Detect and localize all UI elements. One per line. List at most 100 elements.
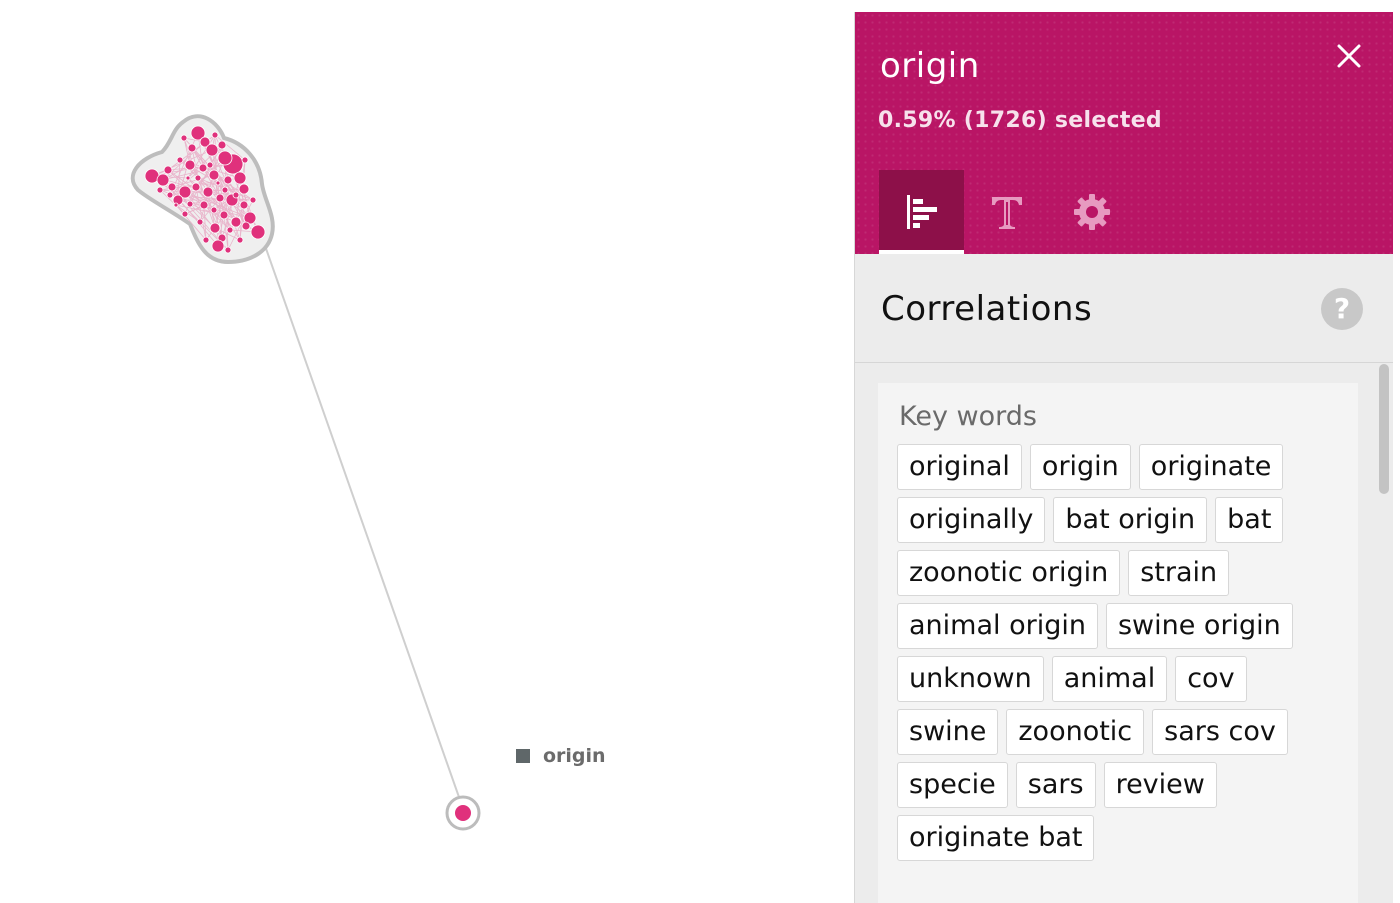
keyword-chip[interactable]: bat origin <box>1053 497 1208 543</box>
graph-node[interactable] <box>185 175 191 181</box>
graph-node[interactable] <box>163 165 173 175</box>
graph-node[interactable] <box>199 200 209 210</box>
graph-node[interactable] <box>181 210 189 218</box>
network-graph[interactable] <box>0 0 850 903</box>
keyword-chip[interactable]: zoonotic <box>1006 709 1145 755</box>
keyword-chip[interactable]: specie <box>897 762 1008 808</box>
graph-node[interactable] <box>249 196 257 204</box>
keyword-chip[interactable]: origin <box>1029 444 1131 490</box>
cluster-link <box>262 239 461 801</box>
graph-node[interactable] <box>215 180 221 186</box>
graph-node[interactable] <box>198 163 208 173</box>
keyword-chip[interactable]: sars <box>1015 762 1096 808</box>
graph-node[interactable] <box>206 161 214 169</box>
keyword-list: original origin originate originally bat ori… <box>897 444 1337 868</box>
close-icon <box>1337 44 1361 68</box>
graph-node[interactable] <box>178 185 192 199</box>
graph-node[interactable] <box>226 226 234 234</box>
cluster-edge <box>151 149 213 177</box>
graph-node[interactable] <box>180 134 188 142</box>
graph-node[interactable] <box>211 239 225 253</box>
graph-node[interactable] <box>194 174 202 182</box>
keyword-chip[interactable]: review <box>1103 762 1217 808</box>
graph-node[interactable] <box>196 218 204 226</box>
keyword-chip[interactable]: unknown <box>897 656 1044 702</box>
graph-node[interactable] <box>219 210 229 220</box>
graph-node[interactable] <box>243 211 257 225</box>
graph-node[interactable] <box>199 136 211 148</box>
graph-node[interactable] <box>221 186 229 194</box>
graph-node[interactable] <box>156 173 170 187</box>
cluster-edge <box>189 203 216 229</box>
graph-node[interactable] <box>173 202 179 208</box>
graph-node[interactable] <box>217 140 227 150</box>
graph-node[interactable] <box>187 143 197 153</box>
graph-node[interactable] <box>223 175 233 185</box>
graph-node[interactable] <box>217 150 233 166</box>
graph-node[interactable] <box>184 159 196 171</box>
graph-node[interactable] <box>205 143 219 157</box>
keywords-card: Key words original origin originate origina… <box>878 383 1358 903</box>
graph-node[interactable] <box>250 224 266 240</box>
tab-text[interactable] <box>964 170 1049 254</box>
legend-swatch <box>516 749 530 763</box>
help-button[interactable]: ? <box>1321 288 1363 330</box>
graph-node[interactable] <box>186 200 194 208</box>
graph-node[interactable] <box>202 236 210 244</box>
keyword-chip[interactable]: cov <box>1175 656 1247 702</box>
graph-node[interactable] <box>215 193 225 203</box>
graph-node[interactable] <box>236 236 244 244</box>
cluster-edge <box>227 199 254 251</box>
keyword-chip[interactable]: original <box>897 444 1022 490</box>
keyword-chip[interactable]: originally <box>897 497 1046 543</box>
tab-correlations[interactable] <box>879 170 964 254</box>
scrollbar-thumb[interactable] <box>1379 364 1389 494</box>
graph-node[interactable] <box>210 206 218 214</box>
graph-node[interactable] <box>211 131 219 139</box>
cluster-edge <box>177 159 181 201</box>
graph-node[interactable] <box>233 171 247 185</box>
graph-node[interactable] <box>224 246 232 254</box>
graph-node[interactable] <box>209 222 221 234</box>
graph-node[interactable] <box>156 186 164 194</box>
keyword-chip[interactable]: swine <box>897 709 999 755</box>
graph-node[interactable] <box>191 182 201 192</box>
tab-settings[interactable] <box>1049 170 1134 254</box>
keyword-chip[interactable]: originate <box>1138 444 1284 490</box>
graph-node[interactable] <box>208 169 220 181</box>
single-node[interactable] <box>455 805 471 821</box>
keyword-chip[interactable]: strain <box>1128 550 1230 596</box>
graph-node[interactable] <box>176 156 184 164</box>
graph-node[interactable] <box>239 200 249 210</box>
keyword-chip[interactable]: zoonotic origin <box>897 550 1121 596</box>
graph-canvas[interactable]: origin <box>0 0 850 903</box>
cluster-nodes[interactable] <box>144 125 266 254</box>
graph-node[interactable] <box>202 186 214 198</box>
text-icon <box>991 197 1022 229</box>
graph-node[interactable] <box>230 216 242 228</box>
keyword-chip[interactable]: animal origin <box>897 603 1098 649</box>
close-button[interactable] <box>1331 38 1367 74</box>
scrollbar[interactable] <box>1379 364 1390 903</box>
keyword-chip[interactable]: animal <box>1051 656 1168 702</box>
keyword-chip[interactable]: sars cov <box>1152 709 1288 755</box>
cluster-edge <box>175 204 207 241</box>
cluster-edge <box>195 186 207 241</box>
cluster-edge <box>223 214 229 251</box>
keyword-chip[interactable]: swine origin <box>1105 603 1293 649</box>
selection-summary: 0.59% (1726) selected <box>878 108 1162 133</box>
graph-node[interactable] <box>166 191 174 199</box>
keyword-chip[interactable]: bat <box>1215 497 1284 543</box>
keyword-chip[interactable]: originate bat <box>897 815 1095 861</box>
graph-node[interactable] <box>167 182 177 192</box>
graph-node[interactable] <box>241 221 251 231</box>
graph-node[interactable] <box>238 183 250 195</box>
graph-node[interactable] <box>241 156 249 164</box>
graph-node[interactable] <box>190 125 206 141</box>
graph-legend: origin <box>516 745 606 767</box>
graph-node[interactable] <box>232 191 240 199</box>
cluster-edge <box>159 189 186 215</box>
cluster-edge <box>214 134 246 161</box>
cluster-edge <box>187 134 216 179</box>
cluster-edge <box>221 177 241 239</box>
